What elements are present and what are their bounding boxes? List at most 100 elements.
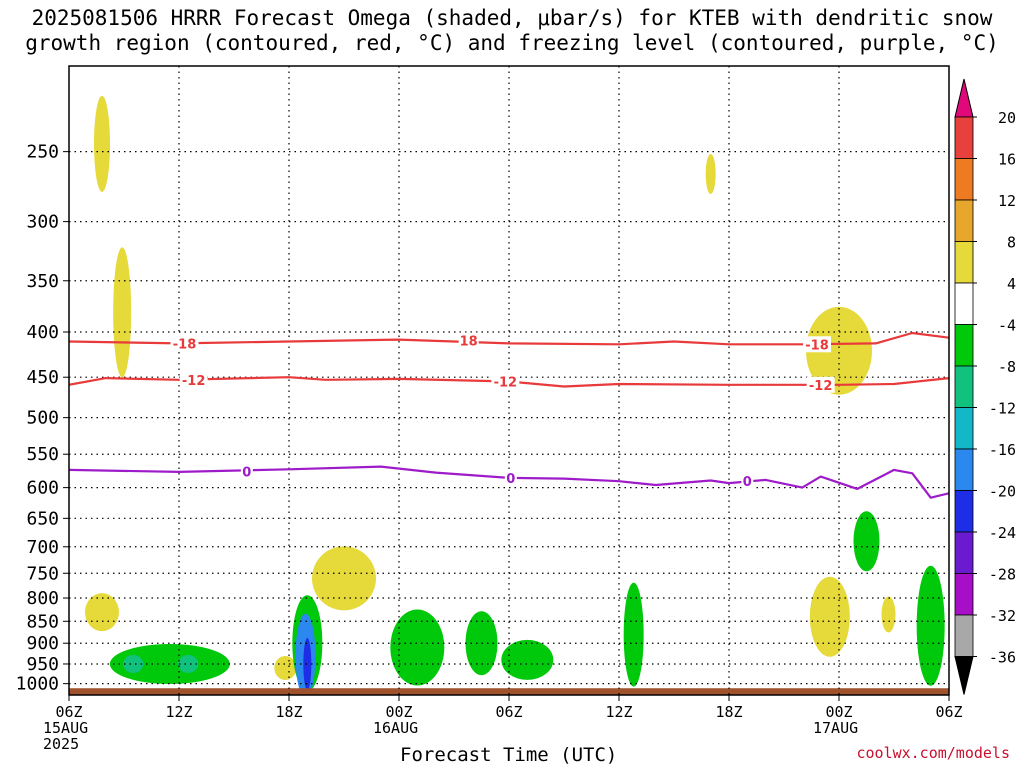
contour-label-bg [240, 463, 253, 480]
colorbar-tick-label: 8 [1007, 234, 1016, 252]
contour-label: -18 [173, 337, 197, 352]
omega-region [123, 654, 144, 673]
grid [69, 66, 949, 695]
colorbar: 20 16 12 8 4 -4 -8 -12 -16 -20 -24 -28 -32 -36 [954, 78, 1016, 695]
freezing-level-contour [69, 465, 949, 499]
colorbar-bin [954, 365, 974, 408]
omega-region [274, 655, 297, 680]
contour-label: 0 [743, 475, 752, 490]
y-tick-label: 750 [26, 563, 59, 584]
colorbar-tick-label: -8 [998, 358, 1016, 376]
y-tick-label: 500 [26, 408, 59, 429]
y-tick-label: 800 [26, 588, 59, 609]
colorbar-tick-label: 20 [998, 109, 1016, 127]
y-tick-label: 600 [26, 478, 59, 499]
contour-label: -12 [494, 375, 518, 390]
x-tick-label: 00Z [825, 703, 852, 721]
credit-link[interactable]: coolwx.com/models [856, 744, 1010, 762]
dgz-contour [69, 331, 949, 346]
contour-label: -18 [805, 338, 829, 353]
contour-label-bg [170, 335, 199, 352]
x-tick-label: 12Z [165, 703, 192, 721]
contour-label: -12 [182, 374, 206, 389]
omega-region [303, 637, 312, 690]
colorbar-bin [954, 116, 974, 159]
contour-label-bg [491, 373, 520, 390]
colorbar-bin [954, 448, 974, 491]
contour-labels: -18 18 -18 -12 -12 -12 0 0 0 [170, 332, 835, 490]
contour-label-bg [179, 371, 208, 388]
omega-region [881, 596, 896, 633]
contour-label-bg [806, 376, 835, 393]
y-tick-label: 650 [26, 508, 59, 529]
colorbar-tick-label: -28 [989, 566, 1016, 584]
colorbar-tick-label: 16 [998, 151, 1016, 169]
colorbar-bin [954, 407, 974, 450]
y-tick-label: 450 [26, 367, 59, 388]
chart-title: 2025081506 HRRR Forecast Omega (shaded, … [0, 6, 1024, 56]
x-tick-label: 12Z [605, 703, 632, 721]
colorbar-bottom-arrow [954, 656, 974, 695]
y-tick-label: 900 [26, 633, 59, 654]
x-tick-label: 06Z [55, 703, 82, 721]
colorbar-tick-label: -4 [998, 317, 1016, 335]
colorbar-bin [954, 158, 974, 201]
omega-region [916, 565, 945, 686]
contour-label: -12 [809, 379, 833, 394]
y-tick-label: 300 [26, 212, 59, 233]
terrain [69, 688, 949, 695]
terrain-layer [69, 688, 949, 695]
colorbar-bin [954, 573, 974, 616]
colorbar-bin [954, 614, 974, 657]
x-tick-label: 18Z [715, 703, 742, 721]
colorbar-tick-label: -16 [989, 441, 1016, 459]
omega-region [113, 247, 132, 378]
contour-label-bg [504, 469, 517, 486]
x-axis-label: Forecast Time (UTC) [400, 744, 618, 766]
contour-label: 18 [460, 335, 478, 350]
y-axis: 2503003504004505005506006507007508008509… [16, 142, 69, 695]
y-tick-label: 250 [26, 142, 59, 163]
contour-label: 0 [506, 472, 515, 487]
omega-region [623, 582, 644, 687]
title-line1: 2025081506 HRRR Forecast Omega (shaded, … [31, 6, 993, 30]
x-tick-label: 18Z [275, 703, 302, 721]
omega-region [390, 609, 445, 686]
x-tick-label: 00Z [385, 703, 412, 721]
y-tick-label: 400 [26, 322, 59, 343]
x-tick-label: 16AUG [373, 719, 418, 737]
x-tick-label: 06Z [495, 703, 522, 721]
omega-region [501, 639, 554, 680]
omega-region [312, 546, 376, 611]
y-tick-label: 550 [26, 444, 59, 465]
omega-region [809, 576, 850, 657]
colorbar-tick-label: -36 [989, 649, 1016, 667]
colorbar-bin [954, 282, 974, 325]
omega-shading [85, 95, 945, 695]
omega-region [178, 654, 199, 673]
x-tick-label: 06Z [935, 703, 962, 721]
omega-region [705, 153, 716, 194]
omega-region [853, 511, 880, 572]
colorbar-tick-label: 4 [1007, 275, 1016, 293]
contour-label-bg [741, 473, 754, 490]
x-tick-label: 15AUG [43, 719, 88, 737]
colorbar-bin [954, 241, 974, 284]
colorbar-bin [954, 324, 974, 367]
colorbar-tick-label: 12 [998, 192, 1016, 210]
y-tick-label: 1000 [16, 674, 59, 695]
contour-label: 0 [242, 465, 251, 480]
colorbar-bin [954, 490, 974, 533]
y-tick-label: 350 [26, 271, 59, 292]
colorbar-tick-label: -24 [989, 524, 1016, 542]
colorbar-bin [954, 199, 974, 242]
title-line2: growth region (contoured, red, °C) and f… [25, 31, 999, 55]
contour-label-bg [458, 332, 479, 349]
colorbar-tick-label: -32 [989, 607, 1016, 625]
x-tick-label: 17AUG [813, 719, 858, 737]
y-tick-label: 950 [26, 654, 59, 675]
colorbar-top-arrow [954, 78, 974, 118]
colorbar-tick-label: -12 [989, 400, 1016, 418]
colorbar-bin [954, 531, 974, 574]
colorbar-tick-label: -20 [989, 483, 1016, 501]
